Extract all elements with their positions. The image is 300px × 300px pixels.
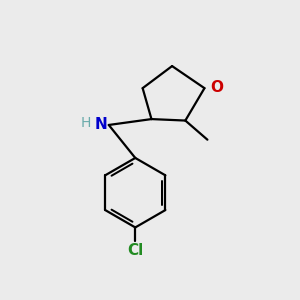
Text: N: N [94,118,107,133]
Text: H: H [80,116,91,130]
Text: Cl: Cl [127,243,143,258]
Text: O: O [210,80,223,95]
